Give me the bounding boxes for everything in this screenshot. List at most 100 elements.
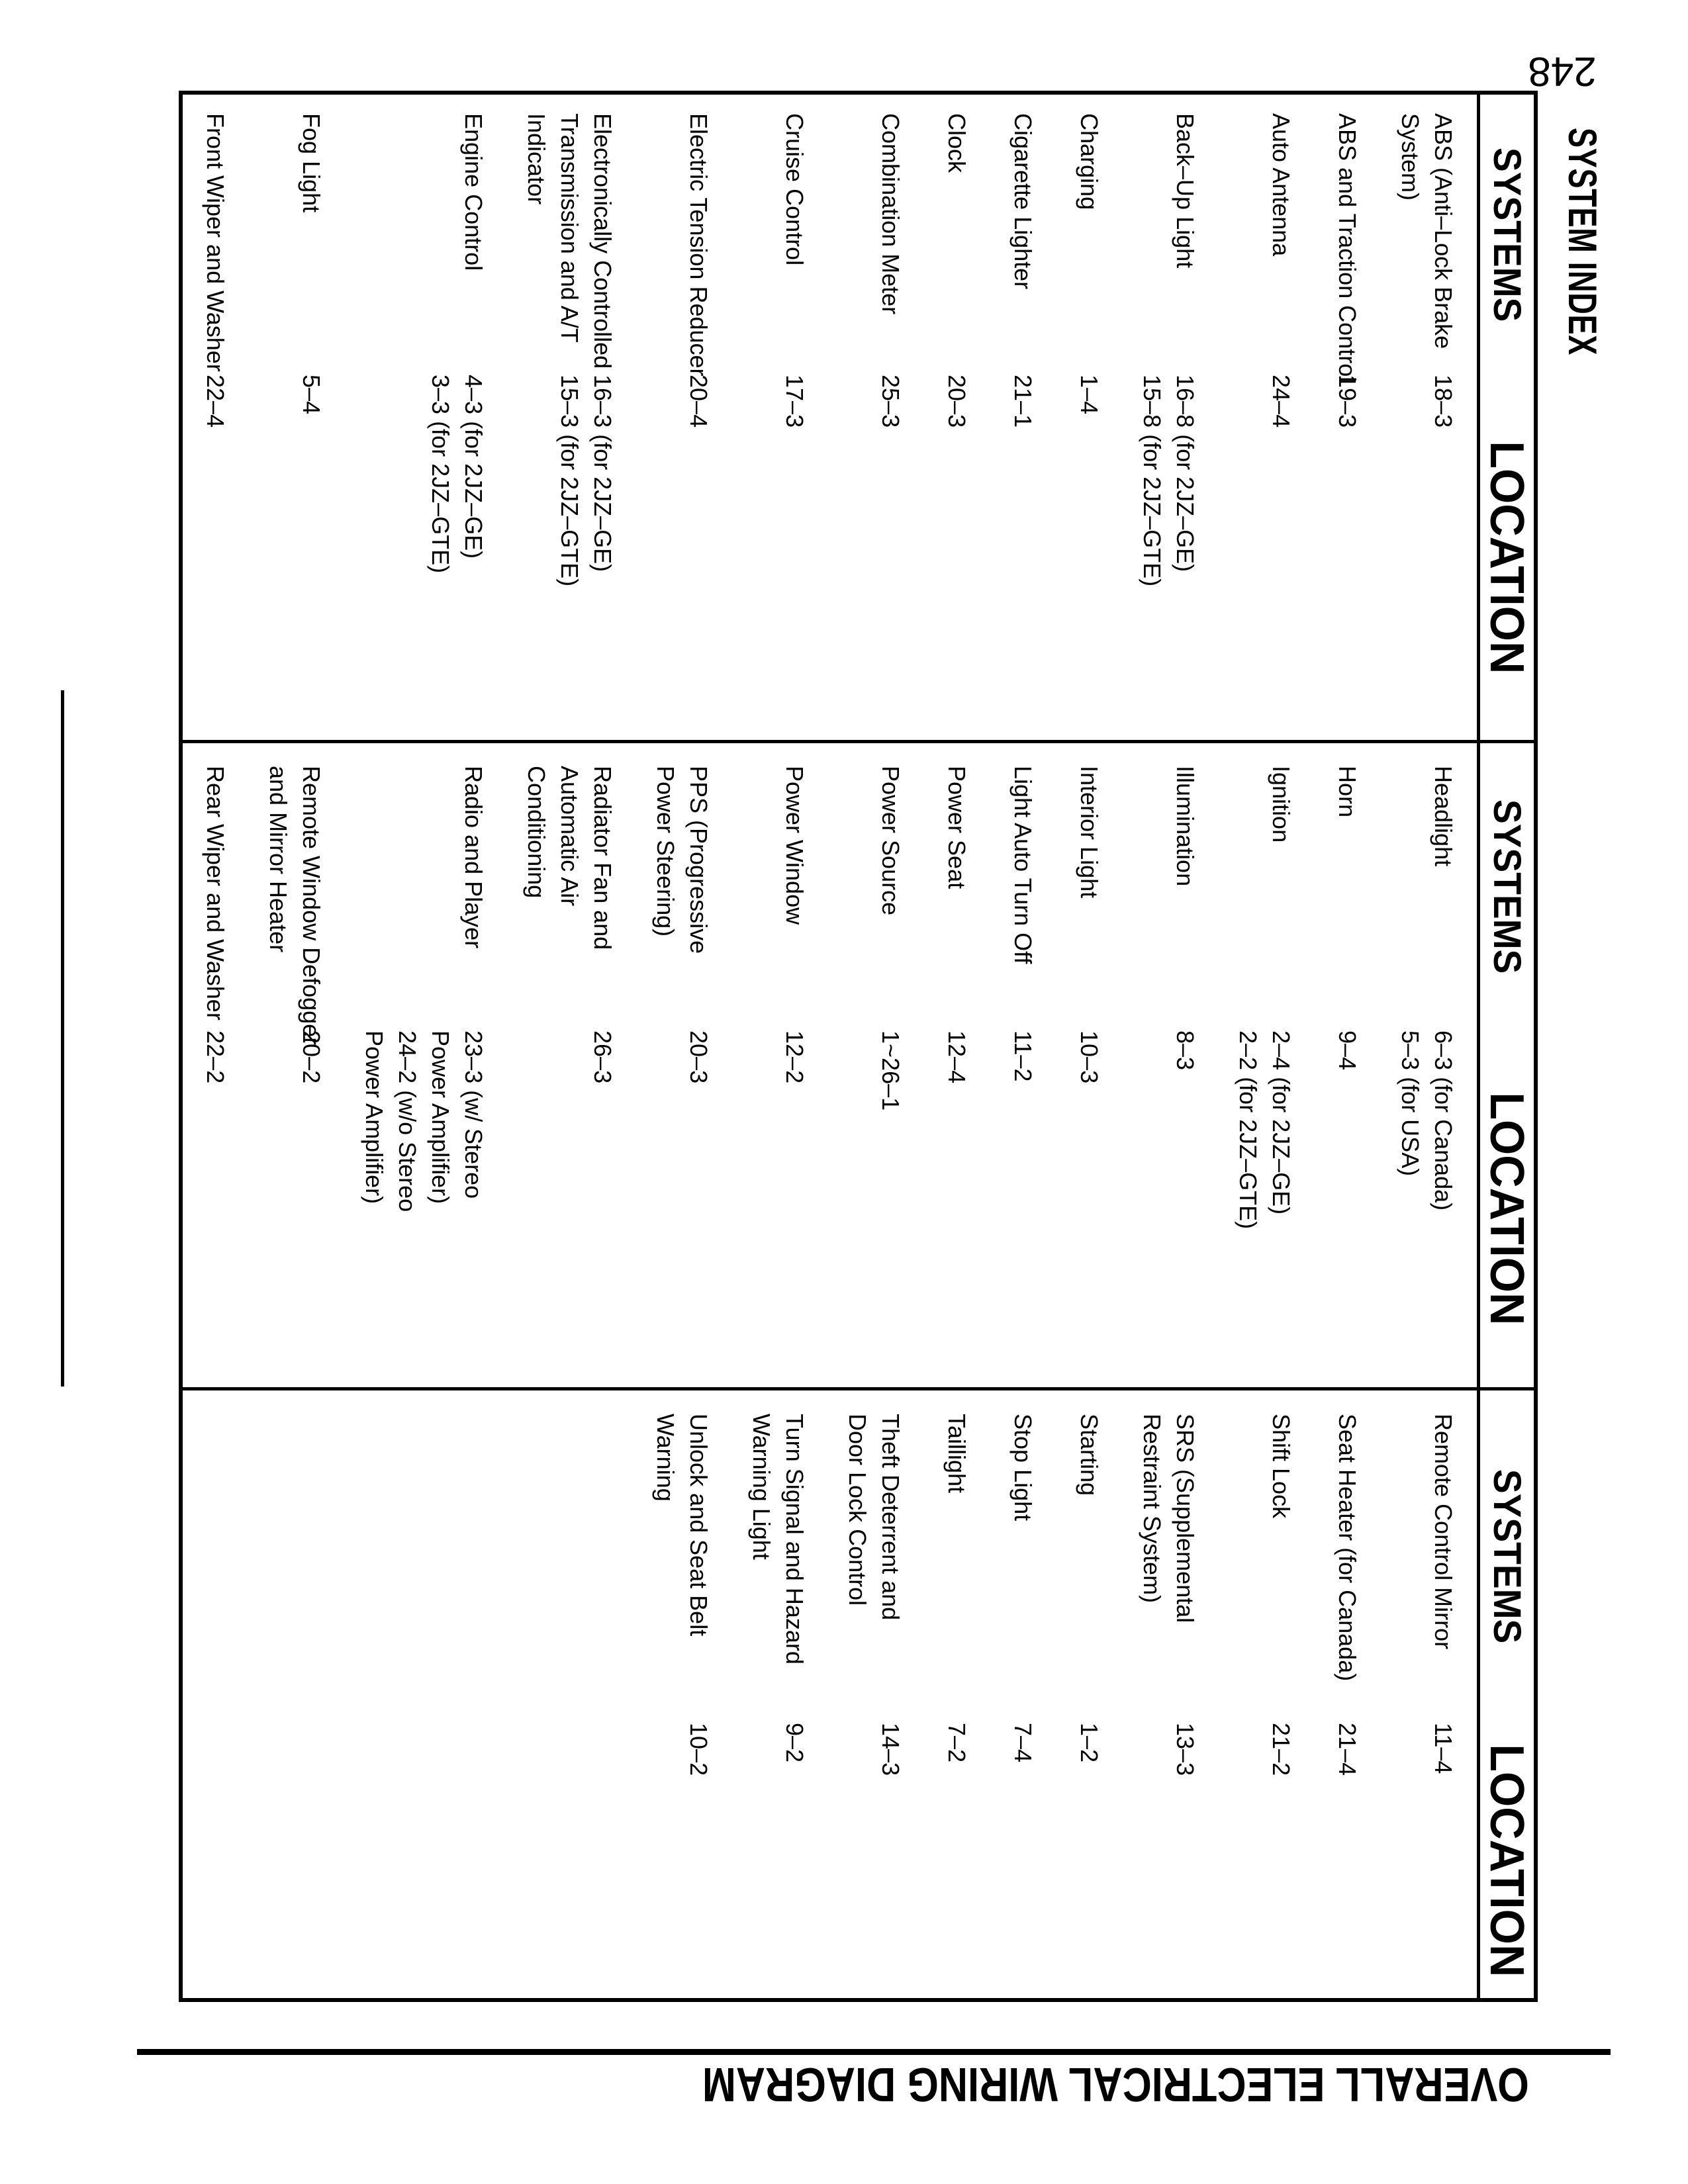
- cell-line: System): [1397, 113, 1424, 201]
- location-cell: 10–2: [636, 1723, 732, 1998]
- system-cell: Starting: [1056, 1387, 1123, 1723]
- location-cell: 20–3: [636, 1030, 732, 1387]
- location-cell: 1–4: [1056, 375, 1123, 740]
- cell-line: Power Amplifier): [361, 1030, 388, 1205]
- system-cell: Theft Deterrent and Door Lock Control: [828, 1387, 924, 1723]
- location-cell: 4–3 (for 2JZ–GE) 3–3 (for 2JZ–GTE): [345, 375, 507, 740]
- cell-line: 22–2: [202, 1030, 229, 1084]
- location-cell: 14–3: [828, 1723, 924, 1998]
- cell-line: Radiator Fan and: [589, 766, 616, 950]
- cell-line: Unlock and Seat Belt: [685, 1414, 712, 1637]
- cell-line: Transmission and A/T: [556, 113, 583, 343]
- system-cell: Engine Control: [345, 95, 507, 375]
- system-cell: Unlock and Seat Belt Warning: [636, 1387, 732, 1723]
- cell-line: Combination Meter: [877, 113, 904, 315]
- cell-line: Engine Control: [460, 113, 487, 271]
- cell-line: Fog Light: [298, 113, 325, 213]
- system-cell: Remote Window Defogger and Mirror Heater: [249, 740, 345, 1045]
- cell-line: 11–2: [1009, 1030, 1037, 1082]
- cell-line: 20–3: [685, 1030, 712, 1084]
- cell-line: Cigarette Lighter: [1009, 113, 1037, 290]
- system-cell: Combination Meter: [828, 95, 924, 375]
- location-cell: 8–3: [1123, 1030, 1219, 1387]
- system-cell: [249, 1387, 345, 1723]
- location-cell: [507, 1723, 636, 1998]
- cell-line: 24–2 (w/o Stereo: [394, 1030, 421, 1212]
- cell-line: ABS and Traction Control: [1334, 113, 1361, 383]
- system-cell: Remote Control Mirror: [1381, 1387, 1477, 1723]
- location-cell: 21–4: [1315, 1723, 1381, 1998]
- system-cell: Seat Heater (for Canada): [1315, 1387, 1381, 1723]
- cell-line: Headlight: [1430, 766, 1457, 867]
- cell-line: Taillight: [943, 1414, 970, 1494]
- location-cell: 11–2: [990, 1030, 1056, 1387]
- cell-line: Ignition: [1268, 766, 1295, 843]
- cell-line: 9–4: [1334, 1030, 1361, 1071]
- cell-line: Power Source: [877, 766, 904, 916]
- cell-line: Automatic Air: [556, 766, 583, 907]
- cell-line: 15–3 (for 2JZ–GTE): [556, 375, 583, 587]
- cell-line: Power Steering): [652, 766, 679, 937]
- location-header: LOCATION: [1477, 375, 1534, 740]
- footer-title-text: OVERALL ELECTRICAL WIRING DIAGRAM: [702, 2058, 1529, 2111]
- location-cell: [183, 1723, 249, 1998]
- cell-line: 1–4: [1076, 375, 1103, 415]
- system-cell: Back–Up Light: [1123, 95, 1219, 375]
- cell-line: 12–4: [943, 1030, 970, 1084]
- location-cell: 9–2: [732, 1723, 828, 1998]
- systems-header: SYSTEMS: [1477, 740, 1534, 1030]
- cell-line: 21–4: [1334, 1723, 1361, 1776]
- system-cell: ABS (Anti–Lock Brake System): [1381, 95, 1477, 375]
- location-cell: 12–2: [732, 1030, 828, 1387]
- cell-line: Theft Deterrent and: [877, 1414, 904, 1621]
- system-cell: [507, 1387, 636, 1723]
- location-cell: 1–2: [1056, 1723, 1123, 1998]
- cell-line: Turn Signal and Hazard: [781, 1414, 808, 1664]
- location-cell: 1~26–1: [828, 1030, 924, 1387]
- system-cell: Illumination: [1123, 740, 1219, 1030]
- location-cell: 26–3: [507, 1030, 636, 1387]
- location-cell: 24–4: [1219, 375, 1315, 740]
- system-cell: Light Auto Turn Off: [990, 740, 1056, 1030]
- location-cell: 12–4: [924, 1030, 990, 1387]
- location-cell: 16–8 (for 2JZ–GE) 15–8 (for 2JZ–GTE): [1123, 375, 1219, 740]
- scan-edge-artifact: [61, 690, 64, 1387]
- cell-line: Radio and Player: [460, 766, 487, 949]
- system-cell: Horn: [1315, 740, 1381, 1030]
- location-cell: [345, 1723, 507, 1998]
- system-cell: Clock: [924, 95, 990, 375]
- cell-line: Clock: [943, 113, 970, 173]
- system-cell: Front Wiper and Washer: [183, 95, 249, 375]
- system-cell: Radiator Fan and Automatic Air Conditionin…: [507, 740, 636, 1030]
- cell-line: 9–2: [781, 1723, 808, 1763]
- system-cell: Turn Signal and Hazard Warning Light: [732, 1387, 828, 1723]
- system-cell: Auto Antenna: [1219, 95, 1315, 375]
- system-cell: Power Source: [828, 740, 924, 1030]
- cell-line: 23–3 (w/ Stereo: [460, 1030, 487, 1199]
- location-cell: 22–4: [183, 375, 249, 740]
- location-cell: 10–3: [1056, 1030, 1123, 1387]
- location-cell: 19–3: [1315, 375, 1381, 740]
- cell-line: Electric Tension Reducer: [685, 113, 712, 377]
- system-cell: Fog Light: [249, 95, 345, 375]
- location-cell: 20–2: [249, 1030, 345, 1387]
- cell-line: Indicator: [523, 113, 550, 205]
- system-cell: Electronically Controlled Transmission an…: [507, 95, 636, 375]
- location-cell: 20–4: [636, 375, 732, 740]
- cell-line: 4–3 (for 2JZ–GE): [460, 375, 487, 559]
- cell-line: Door Lock Control: [844, 1414, 871, 1606]
- cell-line: 25–3: [877, 375, 904, 428]
- system-cell: Power Window: [732, 740, 828, 1030]
- location-cell: 23–3 (w/ Stereo Power Amplifier) 24–2 (w/o…: [345, 1030, 507, 1387]
- cell-line: 20–2: [298, 1030, 325, 1084]
- location-cell: 7–2: [924, 1723, 990, 1998]
- location-cell: 21–2: [1219, 1723, 1315, 1998]
- cell-line: 7–2: [943, 1723, 970, 1763]
- cell-line: 20–4: [685, 375, 712, 428]
- cell-line: SRS (Supplemental: [1172, 1414, 1199, 1623]
- location-cell: 7–4: [990, 1723, 1056, 1998]
- system-cell: Electric Tension Reducer: [636, 95, 732, 377]
- cell-line: 11–4: [1430, 1723, 1457, 1774]
- cell-line: 17–3: [781, 375, 808, 428]
